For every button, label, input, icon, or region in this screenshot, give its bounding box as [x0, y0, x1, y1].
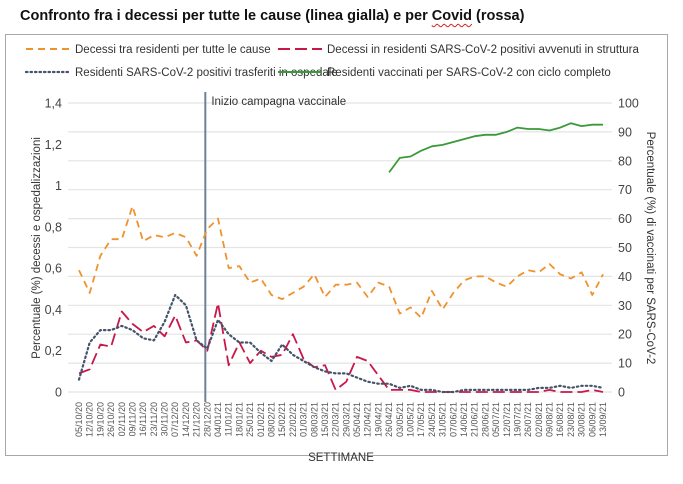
title-text: Confronto fra i decessi per tutte le cau…	[20, 8, 432, 24]
x-tick-label: 09/11/20	[127, 402, 137, 436]
x-tick-label: 05/10/20	[74, 402, 84, 437]
y-left-tick-label: 0,4	[45, 303, 62, 317]
x-tick-label: 30/08/21	[577, 402, 587, 437]
x-tick-label: 14/12/20	[181, 402, 191, 437]
x-tick-label: 05/07/21	[491, 402, 501, 437]
y-left-tick-label: 0	[55, 386, 62, 400]
x-tick-label: 04/01/21	[213, 402, 223, 437]
x-tick-label: 02/08/21	[534, 402, 544, 437]
x-tick-label: 10/05/21	[406, 402, 416, 437]
x-tick-label: 01/02/21	[256, 402, 266, 437]
x-tick-label: 21/06/21	[470, 402, 480, 437]
x-tick-label: 03/05/21	[395, 402, 405, 437]
x-tick-label: 26/07/21	[523, 402, 533, 437]
x-tick-label: 31/05/21	[438, 402, 448, 437]
y-right-tick-label: 20	[618, 328, 632, 342]
x-tick-label: 21/12/20	[192, 402, 202, 437]
y-left-tick-label: 0,8	[45, 220, 62, 234]
y-left-tick-label: 1,2	[45, 138, 62, 152]
vaccination-start-label: Inizio campagna vaccinale	[211, 96, 346, 108]
x-tick-label: 19/07/21	[512, 402, 522, 437]
x-tick-label: 23/08/21	[566, 402, 576, 437]
y-axis-right: 0 10 20 30 40 50 60 70 80 90 100	[618, 97, 639, 400]
x-tick-label: 07/06/21	[448, 402, 458, 437]
x-tick-label: 28/06/21	[480, 402, 490, 437]
x-tick-label: 26/10/20	[106, 402, 116, 437]
legend: Decessi tra residenti per tutte le cause…	[24, 44, 640, 79]
x-tick-label: 02/11/20	[117, 402, 127, 436]
x-tick-label: 19/04/21	[373, 402, 383, 437]
y-right-tick-label: 90	[618, 125, 632, 139]
legend-label: Decessi in residenti SARS-CoV-2 positivi…	[327, 44, 640, 56]
legend-label: Residenti vaccinati per SARS-CoV-2 con c…	[327, 67, 611, 79]
series-line-1	[78, 302, 604, 393]
title-text-end: (rossa)	[472, 8, 525, 24]
x-tick-label: 01/03/21	[299, 402, 309, 437]
y-axis-left: 0 0,2 0,4 0,6 0,8 1 1,2 1,4	[45, 97, 62, 400]
x-tick-label: 08/03/21	[309, 402, 319, 437]
y-right-tick-label: 70	[618, 183, 632, 197]
x-tick-label: 23/11/20	[149, 402, 159, 436]
x-tick-label: 07/12/20	[170, 402, 180, 437]
annotation: Inizio campagna vaccinale	[204, 92, 346, 402]
x-tick-label: 15/02/21	[277, 402, 287, 437]
x-tick-label: 12/10/20	[85, 402, 95, 437]
x-tick-label: 19/10/20	[95, 402, 105, 437]
x-tick-label: 09/08/21	[545, 402, 555, 437]
x-tick-label: 16/08/21	[555, 402, 565, 437]
x-axis: 05/10/20 12/10/20 19/10/20 26/10/20 02/11/20…	[74, 402, 608, 437]
y-axis-right-title: Percentuale (%) di vaccinati per SARS-Co…	[644, 132, 656, 365]
y-right-tick-label: 0	[618, 386, 625, 400]
x-tick-label: 26/04/21	[384, 402, 394, 437]
chart-frame	[5, 34, 668, 456]
x-tick-label: 16/11/20	[138, 402, 148, 436]
y-right-tick-label: 100	[618, 97, 639, 111]
series-line-0	[78, 205, 604, 319]
x-tick-label: 25/01/21	[245, 402, 255, 437]
x-axis-title: SETTIMANE	[308, 452, 374, 464]
legend-label: Decessi tra residenti per tutte le cause	[75, 44, 271, 56]
x-tick-label: 06/09/21	[587, 402, 597, 437]
series-line-3	[388, 122, 603, 173]
x-tick-label: 05/04/21	[352, 402, 362, 437]
x-tick-label: 30/11/20	[160, 402, 170, 436]
x-tick-label: 11/01/21	[224, 402, 234, 436]
legend-label: Residenti SARS-CoV-2 positivi trasferiti…	[75, 67, 338, 79]
x-tick-label: 17/05/21	[416, 402, 426, 437]
x-tick-label: 18/01/21	[234, 402, 244, 437]
y-left-tick-label: 1,4	[45, 97, 62, 111]
x-tick-label: 08/02/21	[266, 402, 276, 437]
x-tick-label: 12/07/21	[502, 402, 512, 437]
y-left-tick-label: 0,2	[45, 344, 62, 358]
y-right-tick-label: 50	[618, 241, 632, 255]
title-covid-word: Covid	[431, 8, 473, 24]
y-left-tick-label: 0,6	[45, 262, 62, 276]
y-right-tick-label: 10	[618, 357, 632, 371]
y-right-tick-label: 80	[618, 154, 632, 168]
x-tick-label: 28/12/20	[202, 402, 212, 437]
series-group	[77, 122, 605, 394]
chart-title: Confronto fra i decessi per tutte le cau…	[20, 8, 524, 24]
x-tick-label: 13/09/21	[598, 402, 608, 437]
y-left-tick-label: 1	[55, 179, 62, 193]
x-tick-label: 12/04/21	[363, 402, 373, 437]
y-right-tick-label: 30	[618, 299, 632, 313]
x-tick-label: 29/03/21	[341, 402, 351, 437]
x-tick-label: 24/05/21	[427, 402, 437, 437]
x-tick-label: 15/03/21	[320, 402, 330, 437]
x-tick-label: 22/02/21	[288, 402, 298, 437]
x-tick-label: 14/06/21	[459, 402, 469, 437]
gridlines	[68, 102, 612, 393]
y-axis-left-title: Percentuale (%) decessi e ospedalizzazio…	[31, 137, 43, 359]
y-right-tick-label: 40	[618, 270, 632, 284]
series-line-2	[77, 293, 605, 394]
x-tick-label: 22/03/21	[331, 402, 341, 437]
y-right-tick-label: 60	[618, 212, 632, 226]
